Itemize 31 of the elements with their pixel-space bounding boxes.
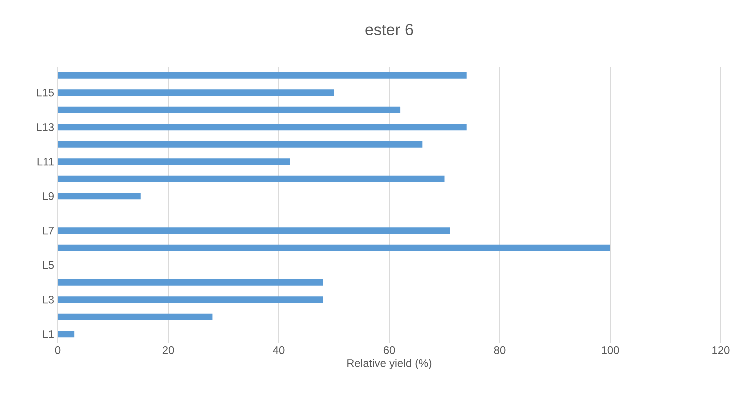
bar <box>58 331 75 338</box>
bar <box>58 72 467 79</box>
y-tick-label: L9 <box>43 192 54 200</box>
bar <box>58 244 610 252</box>
x-tick-label: 20 <box>162 346 174 354</box>
bar <box>58 141 423 148</box>
chart-title: ester 6 <box>366 24 414 36</box>
bar <box>58 193 141 200</box>
y-tick-label: L15 <box>37 89 54 97</box>
bar <box>58 124 467 131</box>
y-tick-label: L5 <box>43 262 54 270</box>
y-tick-label: L3 <box>43 296 54 304</box>
bar <box>58 314 213 320</box>
bar <box>58 176 445 182</box>
x-tick-label: 120 <box>712 346 730 354</box>
bar <box>58 279 324 286</box>
y-tick-label: L7 <box>43 227 54 235</box>
y-tick-label: L11 <box>38 158 54 166</box>
x-tick-label: 100 <box>602 346 620 354</box>
bar <box>58 158 290 166</box>
bar <box>58 90 334 96</box>
x-tick-label: 60 <box>384 346 396 354</box>
bar <box>58 228 450 234</box>
x-tick-label: 80 <box>494 346 506 354</box>
y-tick-label: L13 <box>37 123 54 132</box>
y-tick-label: L1 <box>43 330 54 338</box>
bar <box>58 296 324 304</box>
x-axis-title: Relative yield (%) <box>348 359 432 370</box>
bar <box>58 106 401 114</box>
x-tick-label: 0 <box>55 346 61 354</box>
x-tick-label: 40 <box>273 346 285 354</box>
